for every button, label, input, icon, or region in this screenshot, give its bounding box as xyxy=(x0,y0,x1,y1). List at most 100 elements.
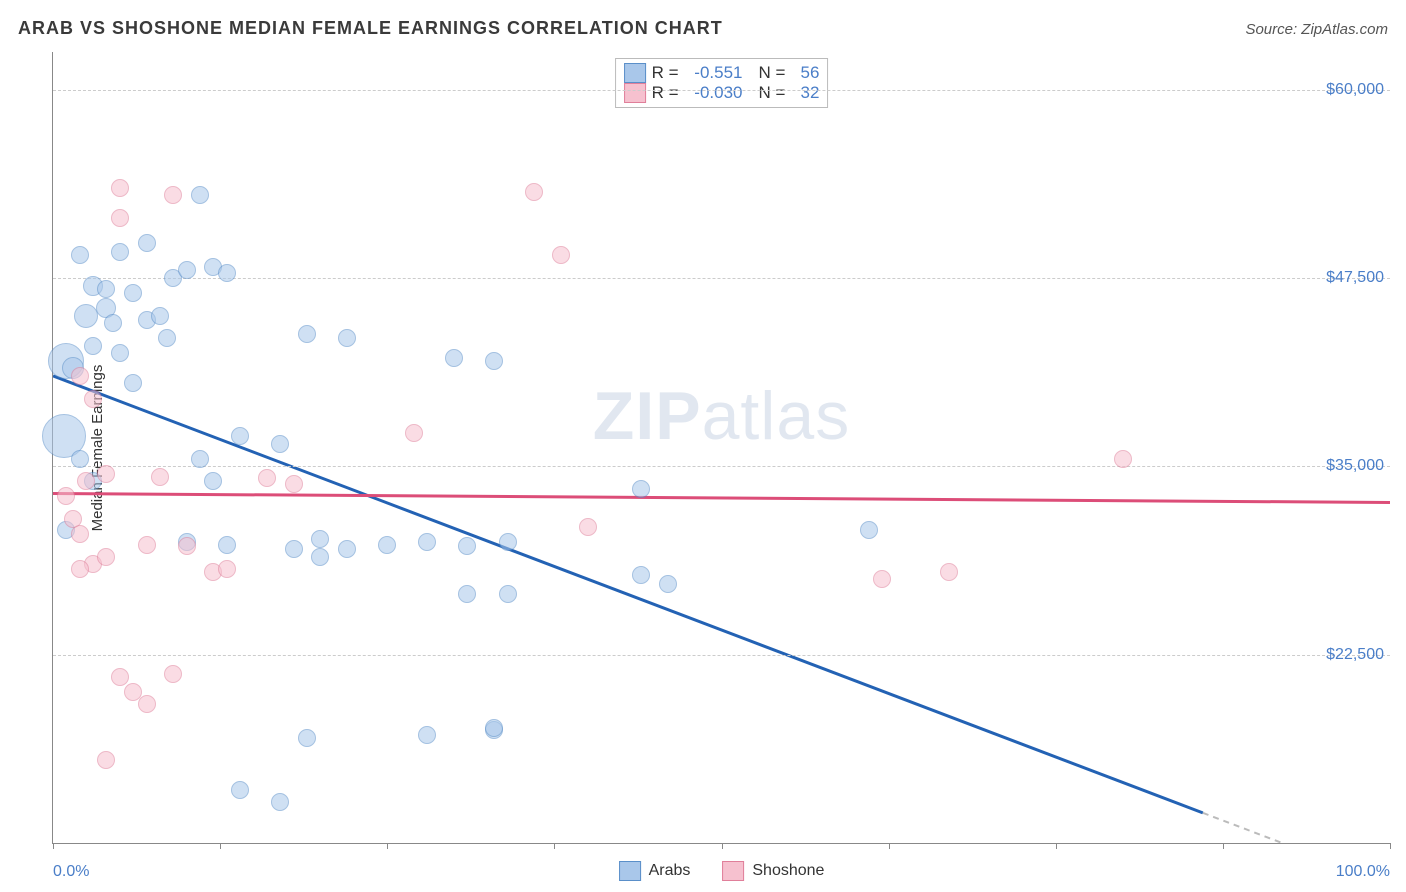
gridline xyxy=(53,466,1390,467)
r-label: R = xyxy=(652,83,679,103)
data-point xyxy=(151,307,169,325)
data-point xyxy=(204,472,222,490)
r-value: -0.030 xyxy=(685,83,743,103)
data-point xyxy=(940,563,958,581)
data-point xyxy=(124,374,142,392)
data-point xyxy=(138,234,156,252)
data-point xyxy=(84,337,102,355)
data-point xyxy=(191,450,209,468)
data-point xyxy=(311,530,329,548)
x-tick-mark xyxy=(722,843,723,849)
data-point xyxy=(485,352,503,370)
data-point xyxy=(138,695,156,713)
data-point xyxy=(485,719,503,737)
regression-line-extrapolated xyxy=(1203,813,1390,843)
data-point xyxy=(405,424,423,442)
legend-swatch xyxy=(624,63,646,83)
legend-swatch xyxy=(624,83,646,103)
r-value: -0.551 xyxy=(685,63,743,83)
data-point xyxy=(97,751,115,769)
x-tick-mark xyxy=(1056,843,1057,849)
legend-swatch xyxy=(722,861,744,881)
x-tick-mark xyxy=(1390,843,1391,849)
x-tick-mark xyxy=(387,843,388,849)
gridline xyxy=(53,90,1390,91)
legend-swatch xyxy=(619,861,641,881)
data-point xyxy=(178,261,196,279)
data-point xyxy=(84,390,102,408)
legend-item: Shoshone xyxy=(722,861,824,881)
data-point xyxy=(111,179,129,197)
x-axis-max-label: 100.0% xyxy=(1336,863,1390,881)
data-point xyxy=(218,264,236,282)
data-point xyxy=(285,540,303,558)
data-point xyxy=(860,521,878,539)
data-point xyxy=(579,518,597,536)
data-point xyxy=(71,450,89,468)
data-point xyxy=(418,726,436,744)
stats-row: R =-0.551N =56 xyxy=(624,63,820,83)
data-point xyxy=(218,560,236,578)
legend-item: Arabs xyxy=(619,861,691,881)
data-point xyxy=(71,560,89,578)
data-point xyxy=(271,435,289,453)
data-point xyxy=(499,585,517,603)
data-point xyxy=(71,525,89,543)
y-tick-label: $22,500 xyxy=(1326,646,1384,664)
x-tick-mark xyxy=(889,843,890,849)
stats-row: R =-0.030N =32 xyxy=(624,83,820,103)
n-label: N = xyxy=(759,63,786,83)
data-point xyxy=(74,304,98,328)
data-point xyxy=(285,475,303,493)
data-point xyxy=(258,469,276,487)
gridline xyxy=(53,278,1390,279)
x-tick-mark xyxy=(53,843,54,849)
chart-title: ARAB VS SHOSHONE MEDIAN FEMALE EARNINGS … xyxy=(18,18,723,39)
data-point xyxy=(311,548,329,566)
stats-legend: R =-0.551N =56R =-0.030N =32 xyxy=(615,58,829,108)
data-point xyxy=(111,243,129,261)
data-point xyxy=(111,209,129,227)
data-point xyxy=(111,344,129,362)
data-point xyxy=(97,280,115,298)
data-point xyxy=(97,548,115,566)
data-point xyxy=(124,284,142,302)
data-point xyxy=(231,781,249,799)
regression-line xyxy=(53,376,1203,813)
data-point xyxy=(298,729,316,747)
data-point xyxy=(458,585,476,603)
data-point xyxy=(499,533,517,551)
n-value: 32 xyxy=(791,83,819,103)
data-point xyxy=(231,427,249,445)
plot-area: Median Female Earnings ZIPatlas R =-0.55… xyxy=(52,52,1390,844)
r-label: R = xyxy=(652,63,679,83)
data-point xyxy=(71,246,89,264)
y-tick-label: $47,500 xyxy=(1326,269,1384,287)
x-axis-min-label: 0.0% xyxy=(53,863,89,881)
data-point xyxy=(873,570,891,588)
data-point xyxy=(164,665,182,683)
data-point xyxy=(97,465,115,483)
data-point xyxy=(57,487,75,505)
data-point xyxy=(458,537,476,555)
data-point xyxy=(191,186,209,204)
data-point xyxy=(659,575,677,593)
data-point xyxy=(178,537,196,555)
legend-label: Shoshone xyxy=(752,862,824,880)
data-point xyxy=(525,183,543,201)
watermark: ZIPatlas xyxy=(593,377,850,455)
y-tick-label: $60,000 xyxy=(1326,81,1384,99)
regression-line xyxy=(53,493,1390,502)
gridline xyxy=(53,655,1390,656)
data-point xyxy=(1114,450,1132,468)
data-point xyxy=(338,329,356,347)
data-point xyxy=(552,246,570,264)
data-point xyxy=(151,468,169,486)
data-point xyxy=(164,186,182,204)
data-point xyxy=(111,668,129,686)
data-point xyxy=(218,536,236,554)
data-point xyxy=(632,480,650,498)
series-legend: Arabs Shoshone xyxy=(619,861,825,881)
data-point xyxy=(71,367,89,385)
data-point xyxy=(632,566,650,584)
